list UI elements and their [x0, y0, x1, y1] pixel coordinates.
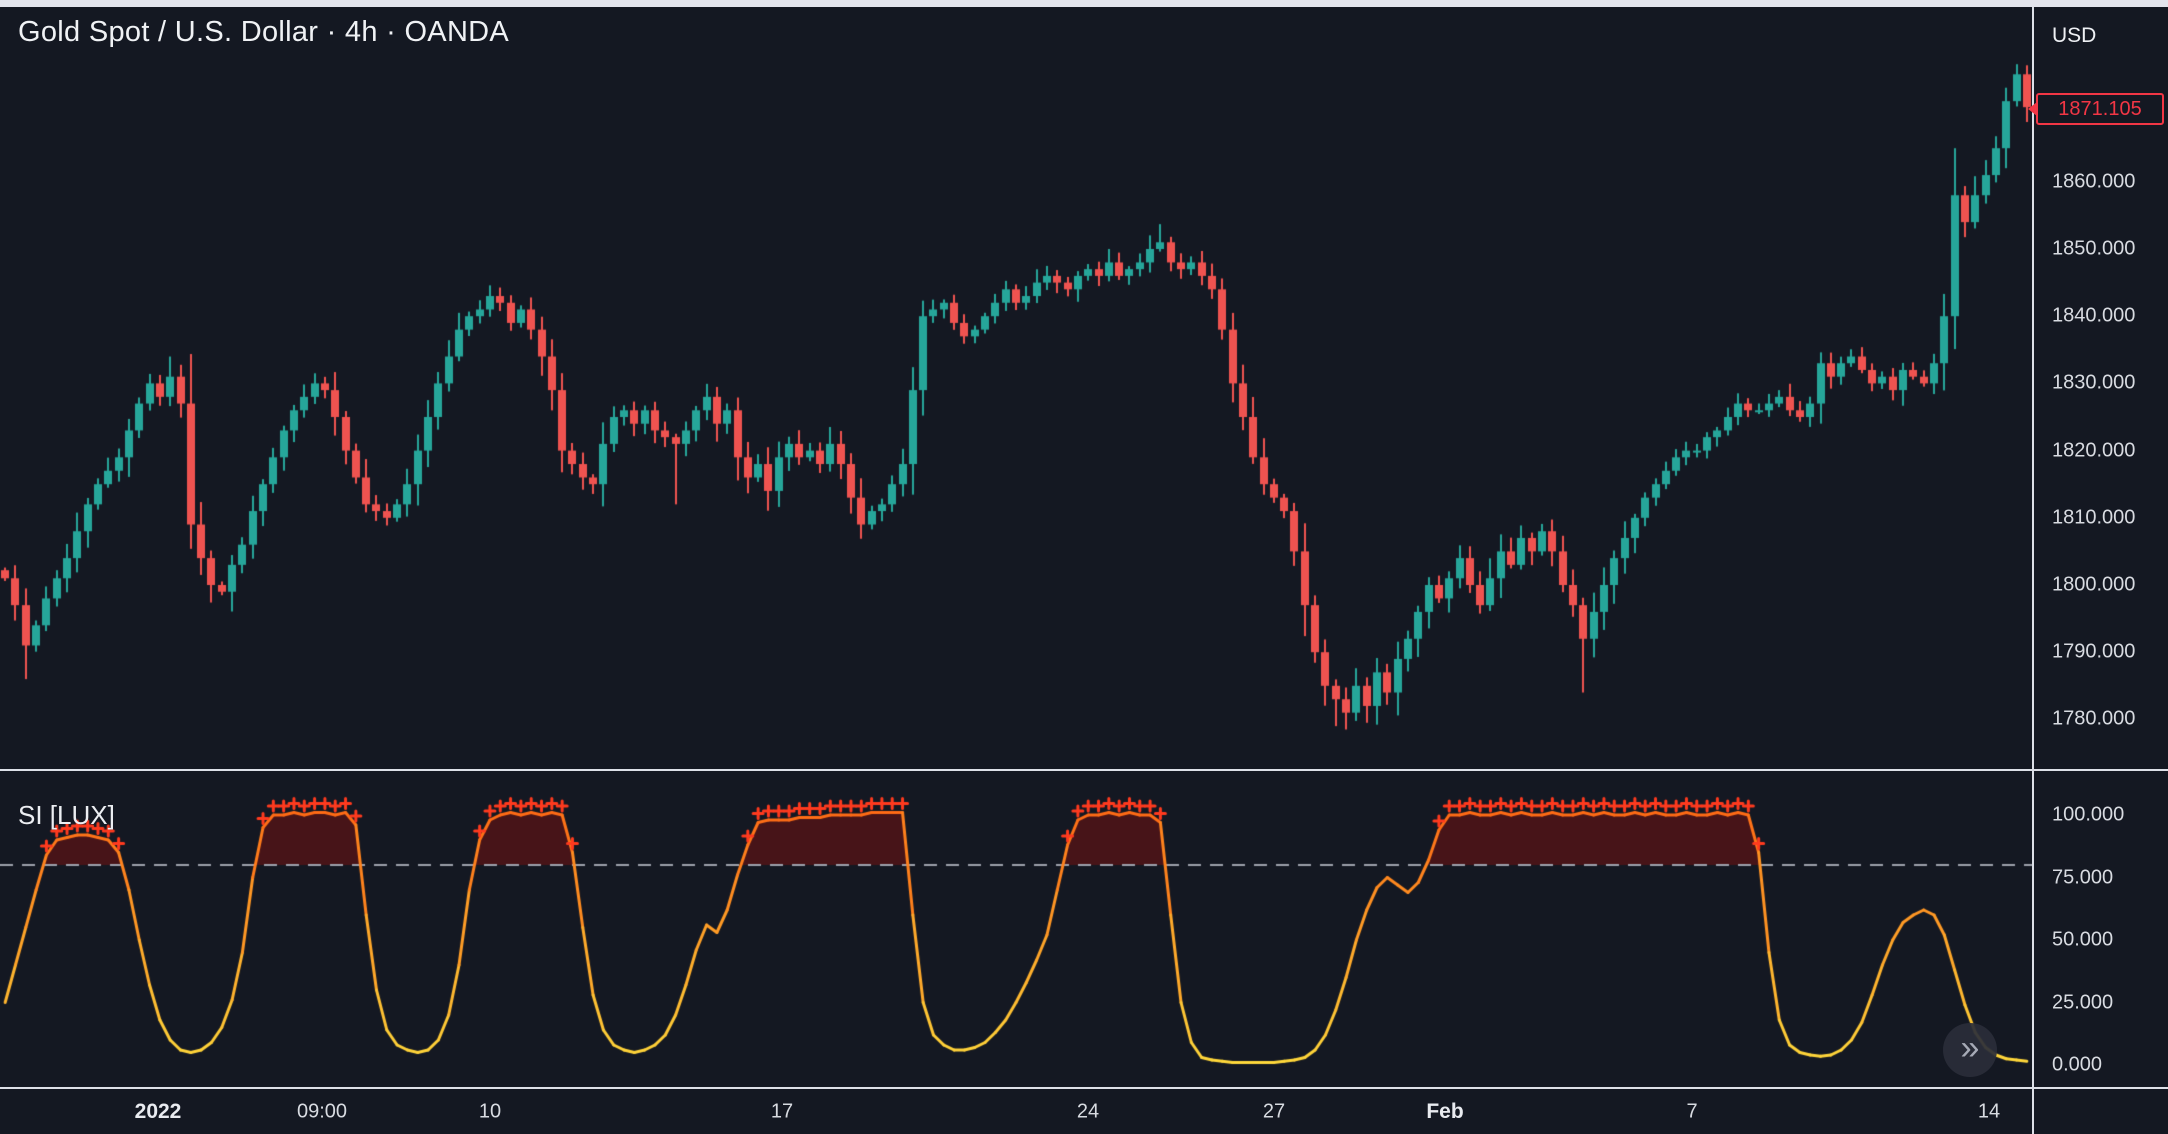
price-tick-label: 1780.000 — [2052, 707, 2136, 730]
indicator-chart-canvas[interactable] — [0, 771, 2032, 1087]
indicator-tick-label: 25.000 — [2052, 991, 2114, 1013]
pane-divider[interactable] — [0, 769, 2168, 771]
price-tick-label: 1830.000 — [2052, 371, 2136, 394]
price-tick-label: 1810.000 — [2052, 506, 2136, 529]
indicator-tick-label: 50.000 — [2052, 928, 2114, 951]
time-tick-label: 10 — [478, 1100, 502, 1122]
time-tick-label: 27 — [1262, 1100, 1286, 1122]
current-price-value: 1871.105 — [2058, 97, 2142, 120]
time-axis[interactable]: 2022 09:00 10 17 24 27 Feb 7 14 — [0, 1089, 2032, 1134]
time-tick-label: 09:00 — [296, 1100, 348, 1122]
price-chart-canvas[interactable] — [0, 7, 2032, 769]
time-tick-label: 7 — [1686, 1100, 1698, 1122]
symbol-title[interactable]: Gold Spot / U.S. Dollar · 4h · OANDA — [18, 16, 510, 48]
time-tick-label: 24 — [1076, 1100, 1100, 1122]
time-tick-label: Feb — [1426, 1099, 1464, 1123]
current-price-tag: 1871.105 — [2028, 93, 2164, 125]
price-tag-arrow-icon — [2028, 102, 2037, 116]
currency-label: USD — [2052, 24, 2097, 47]
price-tick-label: 1860.000 — [2052, 170, 2136, 193]
indicator-tick-label: 0.000 — [2052, 1053, 2103, 1076]
price-tick-label: 1840.000 — [2052, 304, 2136, 327]
price-tick-label: 1850.000 — [2052, 237, 2136, 260]
time-tick-label: 17 — [770, 1100, 794, 1122]
price-tick-label: 1820.000 — [2052, 439, 2136, 462]
price-tick-label: 1790.000 — [2052, 640, 2136, 663]
indicator-tick-label: 100.000 — [2052, 803, 2125, 826]
time-tick-label: 14 — [1977, 1100, 2001, 1122]
indicator-label[interactable]: SI [LUX] — [18, 800, 115, 830]
indicator-tick-label: 75.000 — [2052, 866, 2114, 888]
price-axis-divider — [2032, 7, 2034, 1134]
time-tick-label: 2022 — [134, 1099, 182, 1123]
price-tick-label: 1800.000 — [2052, 573, 2136, 596]
time-axis-divider — [0, 1087, 2168, 1089]
window-top-edge — [0, 0, 2168, 7]
double-chevron-right-icon[interactable]: » — [1943, 1023, 1997, 1077]
